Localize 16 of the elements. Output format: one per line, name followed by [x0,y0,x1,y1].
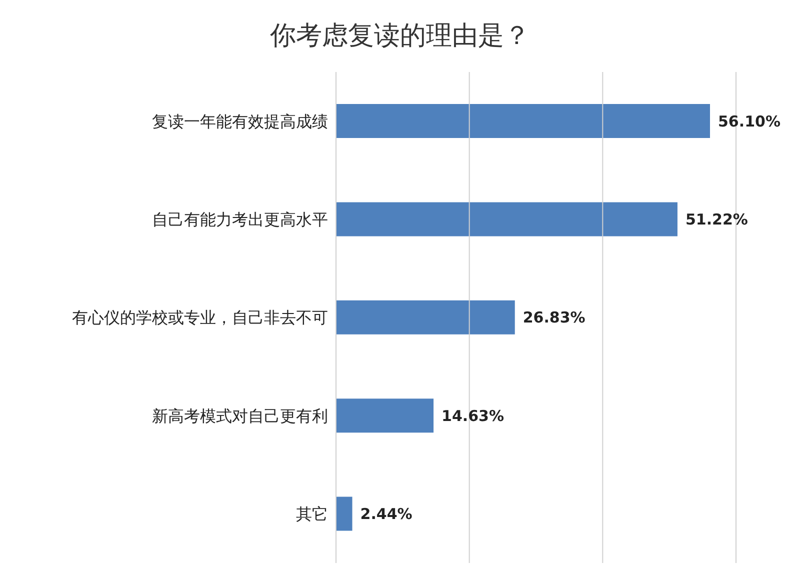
y-tick-label: 有心仪的学校或专业，自己非去不可 [72,308,328,328]
chart-title: 你考虑复读的理由是？ [269,20,531,53]
bar [336,496,352,531]
data-label: 51.22% [685,210,748,229]
y-tick-label: 复读一年能有效提高成绩 [152,112,328,131]
y-tick-label: 自己有能力考出更高水平 [152,210,328,229]
data-label: 2.44% [360,505,412,524]
bar [336,202,678,236]
y-tick-label: 其它 [296,504,328,524]
y-tick-label: 新高考模式对自己更有利 [152,406,328,426]
bar [336,300,515,334]
bar [336,398,434,433]
data-label: 14.63% [442,406,504,425]
data-label: 56.10% [718,112,780,130]
data-label: 26.83% [522,308,586,327]
bar [336,104,710,138]
